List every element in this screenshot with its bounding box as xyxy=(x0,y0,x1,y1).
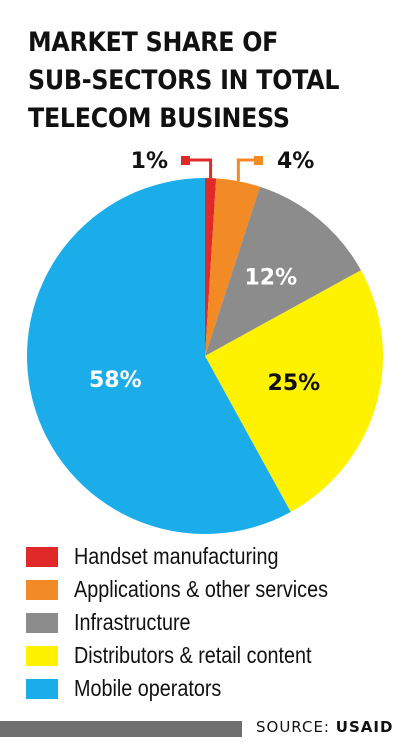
legend-swatch-applications xyxy=(26,579,58,600)
pie-slice-infrastructure xyxy=(205,186,361,356)
title-line-3: TELECOM BUSINESS xyxy=(28,103,290,134)
legend-item-mobile: Mobile operators xyxy=(26,672,406,705)
legend: Handset manufacturing Applications & oth… xyxy=(26,540,406,705)
callout-line-handset xyxy=(185,158,213,179)
pie-slice-mobile xyxy=(26,178,291,534)
legend-label-applications: Applications & other services xyxy=(74,576,328,602)
legend-swatch-infrastructure xyxy=(26,612,58,633)
callout-marker-handset xyxy=(181,156,190,165)
data-label-handset: 1% xyxy=(131,149,168,174)
data-label-mobile: 58% xyxy=(89,368,142,393)
legend-label-distributors: Distributors & retail content xyxy=(74,642,312,668)
legend-item-distributors: Distributors & retail content xyxy=(26,639,406,672)
legend-label-infrastructure: Infrastructure xyxy=(74,609,191,635)
pie-slice-distributors xyxy=(205,270,383,512)
pie-slice-applications xyxy=(205,178,261,356)
chart-title: MARKET SHARE OF SUB-SECTORS IN TOTAL TEL… xyxy=(28,24,354,138)
legend-item-infrastructure: Infrastructure xyxy=(26,606,406,639)
source-value: USAID xyxy=(335,718,394,736)
source-credit: SOURCE: USAID xyxy=(256,718,393,736)
source-label: SOURCE: xyxy=(256,718,330,736)
callout-line-applications xyxy=(236,158,258,182)
footer-bar xyxy=(0,721,242,737)
legend-swatch-distributors xyxy=(26,645,58,666)
data-label-infrastructure: 12% xyxy=(244,265,297,290)
legend-swatch-handset xyxy=(26,546,58,567)
callout-marker-applications xyxy=(254,156,263,165)
data-label-applications: 4% xyxy=(277,149,314,174)
legend-label-mobile: Mobile operators xyxy=(74,675,222,701)
title-line-1: MARKET SHARE OF xyxy=(28,27,279,58)
legend-label-handset: Handset manufacturing xyxy=(74,543,279,569)
title-line-2: SUB-SECTORS IN TOTAL xyxy=(28,65,340,96)
legend-swatch-mobile xyxy=(26,678,58,699)
pie-slice-handset xyxy=(205,178,217,356)
legend-item-applications: Applications & other services xyxy=(26,573,406,606)
pie-chart: 1% 4% 12% 25% 58% xyxy=(26,149,383,534)
legend-item-handset: Handset manufacturing xyxy=(26,540,406,573)
data-label-distributors: 25% xyxy=(268,371,321,396)
